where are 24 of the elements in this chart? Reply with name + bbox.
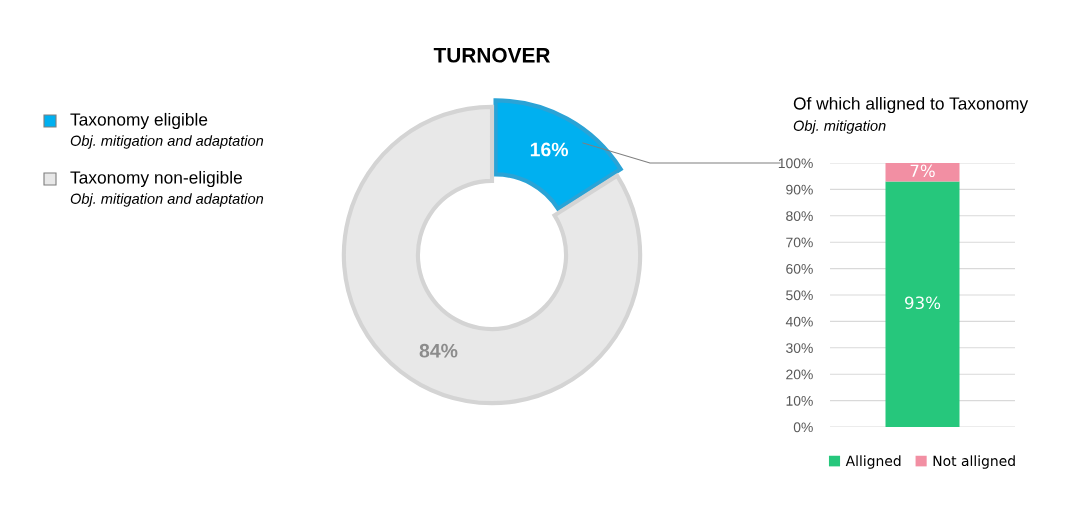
- chart-title: Of which alligned to Taxonomy: [793, 96, 1029, 114]
- legend-label: Taxonomy eligible: [70, 112, 208, 130]
- text: Obj. mitigation and adaptation: [70, 135, 264, 149]
- chart-title: TURNOVER: [433, 47, 551, 63]
- y-tick-label: 80%: [786, 211, 813, 221]
- y-tick-label: 90%: [786, 184, 813, 195]
- data-label: 16%: [530, 142, 569, 157]
- text: Obj. mitigation and adaptation: [70, 193, 264, 207]
- y-tick-label: 0%: [793, 422, 813, 433]
- data-label: 84%: [419, 343, 458, 358]
- legend-label: Taxonomy non-eligible: [70, 170, 242, 188]
- y-tick-label: 100%: [778, 158, 813, 169]
- legend-label: Alligned: [845, 455, 901, 469]
- data-label: 93%: [905, 296, 941, 310]
- legend-label: Not alligned: [933, 455, 1015, 469]
- y-tick-label: 30%: [786, 343, 813, 353]
- data-label: 7%: [910, 164, 935, 178]
- y-tick-label: 10%: [786, 395, 813, 406]
- y-tick-label: 50%: [786, 290, 813, 301]
- chart-subtitle: Obj. mitigation: [793, 120, 886, 134]
- y-tick-label: 60%: [786, 263, 813, 274]
- y-tick-label: 70%: [786, 237, 813, 248]
- y-tick-label: 20%: [786, 369, 813, 380]
- y-tick-label: 40%: [785, 316, 813, 327]
